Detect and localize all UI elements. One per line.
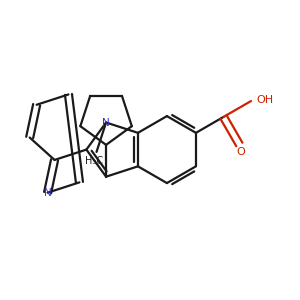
- Text: O: O: [236, 147, 245, 157]
- Text: OH: OH: [256, 95, 273, 105]
- Text: N: N: [102, 118, 110, 128]
- Text: N: N: [44, 188, 52, 198]
- Text: H₃C: H₃C: [85, 156, 103, 167]
